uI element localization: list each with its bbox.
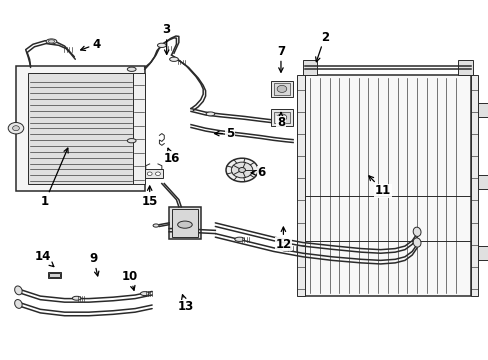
Text: 3: 3 (163, 23, 170, 54)
Ellipse shape (127, 67, 136, 71)
Circle shape (155, 172, 160, 176)
Text: 7: 7 (276, 45, 285, 72)
Ellipse shape (157, 43, 166, 48)
Circle shape (277, 114, 286, 121)
Text: 2: 2 (315, 31, 328, 62)
Polygon shape (16, 66, 144, 191)
Text: 6: 6 (251, 166, 265, 179)
Bar (169, 207, 201, 239)
Bar (469, 75, 477, 296)
Ellipse shape (205, 112, 214, 116)
Circle shape (13, 126, 20, 131)
Ellipse shape (177, 221, 192, 228)
Polygon shape (477, 246, 488, 260)
Circle shape (147, 172, 152, 176)
Polygon shape (28, 73, 132, 184)
Ellipse shape (169, 57, 178, 62)
Text: 9: 9 (89, 252, 99, 276)
Text: 4: 4 (81, 38, 100, 51)
Ellipse shape (234, 237, 244, 242)
Bar (273, 112, 289, 123)
Bar (305, 75, 469, 296)
Ellipse shape (140, 292, 149, 296)
Text: 12: 12 (275, 227, 291, 251)
Text: 5: 5 (214, 127, 234, 140)
Bar (144, 169, 163, 178)
Circle shape (277, 85, 286, 93)
Ellipse shape (412, 238, 420, 247)
Text: 16: 16 (163, 148, 180, 165)
Text: 10: 10 (122, 270, 138, 290)
Text: 8: 8 (276, 112, 285, 129)
Text: 15: 15 (141, 186, 158, 208)
Ellipse shape (412, 227, 420, 237)
Bar (132, 73, 144, 184)
Ellipse shape (281, 247, 290, 251)
Polygon shape (477, 175, 488, 189)
Text: 11: 11 (368, 176, 390, 197)
Bar (296, 75, 305, 296)
Ellipse shape (48, 40, 55, 43)
Ellipse shape (153, 224, 159, 227)
Text: 14: 14 (35, 250, 54, 267)
Ellipse shape (127, 139, 136, 143)
Polygon shape (477, 103, 488, 117)
Text: 13: 13 (178, 295, 194, 313)
Circle shape (8, 122, 24, 134)
Bar (270, 81, 292, 97)
Bar (273, 83, 289, 95)
Circle shape (238, 167, 245, 172)
Bar (270, 109, 292, 126)
Ellipse shape (15, 300, 22, 309)
Ellipse shape (46, 39, 57, 44)
Bar (458, 60, 472, 75)
Bar (49, 273, 60, 277)
Text: 1: 1 (41, 148, 68, 208)
Ellipse shape (15, 286, 22, 295)
Bar (302, 60, 317, 75)
Bar (171, 208, 198, 237)
Ellipse shape (72, 296, 81, 300)
Bar (47, 272, 61, 278)
Circle shape (231, 162, 252, 178)
Circle shape (225, 158, 258, 182)
